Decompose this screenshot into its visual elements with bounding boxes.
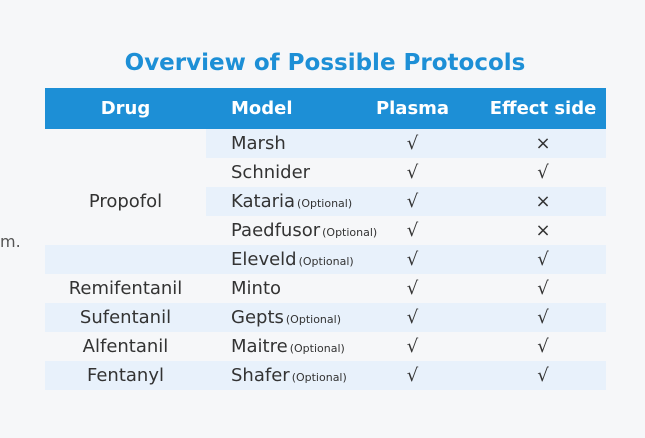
plasma-cell: √ xyxy=(406,133,419,154)
model-optional: (Optional) xyxy=(322,226,378,239)
model-cell: Kataria (Optional) xyxy=(206,191,352,212)
header-plasma: Plasma xyxy=(375,98,450,119)
model-cell: Eleveld (Optional) xyxy=(206,249,354,270)
model-rows: Marsh √ × Schnider √ √ Kataria (Optional)… xyxy=(206,129,606,390)
table-row: Maitre (Optional) √ √ xyxy=(206,332,606,361)
model-optional: (Optional) xyxy=(297,197,353,210)
model-name: Paedfusor xyxy=(231,220,321,241)
drug-alfentanil: Alfentanil xyxy=(82,336,169,357)
effect-cell: √ xyxy=(537,336,549,357)
table-row: Eleveld (Optional) √ √ xyxy=(206,245,606,274)
effect-cell: × xyxy=(535,191,551,212)
drug-sufentanil: Sufentanil xyxy=(79,307,172,328)
effect-cell: × xyxy=(535,133,551,154)
table-row: Gepts (Optional) √ √ xyxy=(206,303,606,332)
partial-paragraph-text: m. xyxy=(0,232,21,251)
effect-cell: √ xyxy=(537,162,549,183)
effect-cell: √ xyxy=(537,365,549,386)
model-optional: (Optional) xyxy=(298,255,354,268)
table-row: Paedfusor (Optional) √ × xyxy=(206,216,606,245)
table-row: Minto √ √ xyxy=(206,274,606,303)
header-effect-side: Effect side xyxy=(489,98,597,119)
model-optional: (Optional) xyxy=(289,342,345,355)
table-row: Marsh √ × xyxy=(206,129,606,158)
drug-fentanyl: Fentanyl xyxy=(86,365,164,386)
page-title: Overview of Possible Protocols xyxy=(124,50,526,76)
drug-propofol: Propofol xyxy=(88,191,163,212)
plasma-cell: √ xyxy=(406,220,419,241)
drug-remifentanil: Remifentanil xyxy=(68,278,183,299)
effect-cell: × xyxy=(535,220,551,241)
plasma-cell: √ xyxy=(406,278,419,299)
model-name: Shafer xyxy=(231,365,290,386)
model-cell: Gepts (Optional) xyxy=(206,307,345,328)
header-drug: Drug xyxy=(100,98,151,119)
table-row: Shafer (Optional) √ √ xyxy=(206,361,606,390)
model-cell: Paedfusor (Optional) xyxy=(206,220,377,241)
table-row: Kataria (Optional) √ × xyxy=(206,187,606,216)
plasma-cell: √ xyxy=(406,162,419,183)
model-cell: Minto xyxy=(206,278,345,299)
plasma-cell: √ xyxy=(406,365,419,386)
model-cell: Schnider xyxy=(206,162,345,183)
model-name: Eleveld xyxy=(231,249,297,270)
plasma-cell: √ xyxy=(406,336,419,357)
effect-cell: √ xyxy=(537,249,549,270)
model-cell: Shafer (Optional) xyxy=(206,365,347,386)
model-cell: Marsh xyxy=(206,133,345,154)
model-optional: (Optional) xyxy=(291,371,347,384)
header-model: Model xyxy=(231,98,293,119)
model-name: Minto xyxy=(231,278,282,299)
drug-band xyxy=(45,245,206,274)
table-body: Propofol Remifentanil Sufentanil Alfenta… xyxy=(45,129,606,390)
model-name: Marsh xyxy=(231,133,286,154)
model-name: Maitre xyxy=(231,336,288,357)
table-header: Drug Model Plasma Effect side xyxy=(45,88,606,129)
model-optional: (Optional) xyxy=(285,313,341,326)
model-cell: Maitre (Optional) xyxy=(206,336,345,357)
drug-band xyxy=(45,361,206,390)
effect-cell: √ xyxy=(537,278,549,299)
model-name: Schnider xyxy=(231,162,311,183)
drug-band xyxy=(45,303,206,332)
plasma-cell: √ xyxy=(406,249,419,270)
effect-cell: √ xyxy=(537,307,549,328)
plasma-cell: √ xyxy=(406,307,419,328)
protocols-table: Drug Model Plasma Effect side Propofol R… xyxy=(45,88,606,390)
plasma-cell: √ xyxy=(406,191,419,212)
model-name: Kataria xyxy=(231,191,296,212)
table-row: Schnider √ √ xyxy=(206,158,606,187)
model-name: Gepts xyxy=(231,307,284,328)
